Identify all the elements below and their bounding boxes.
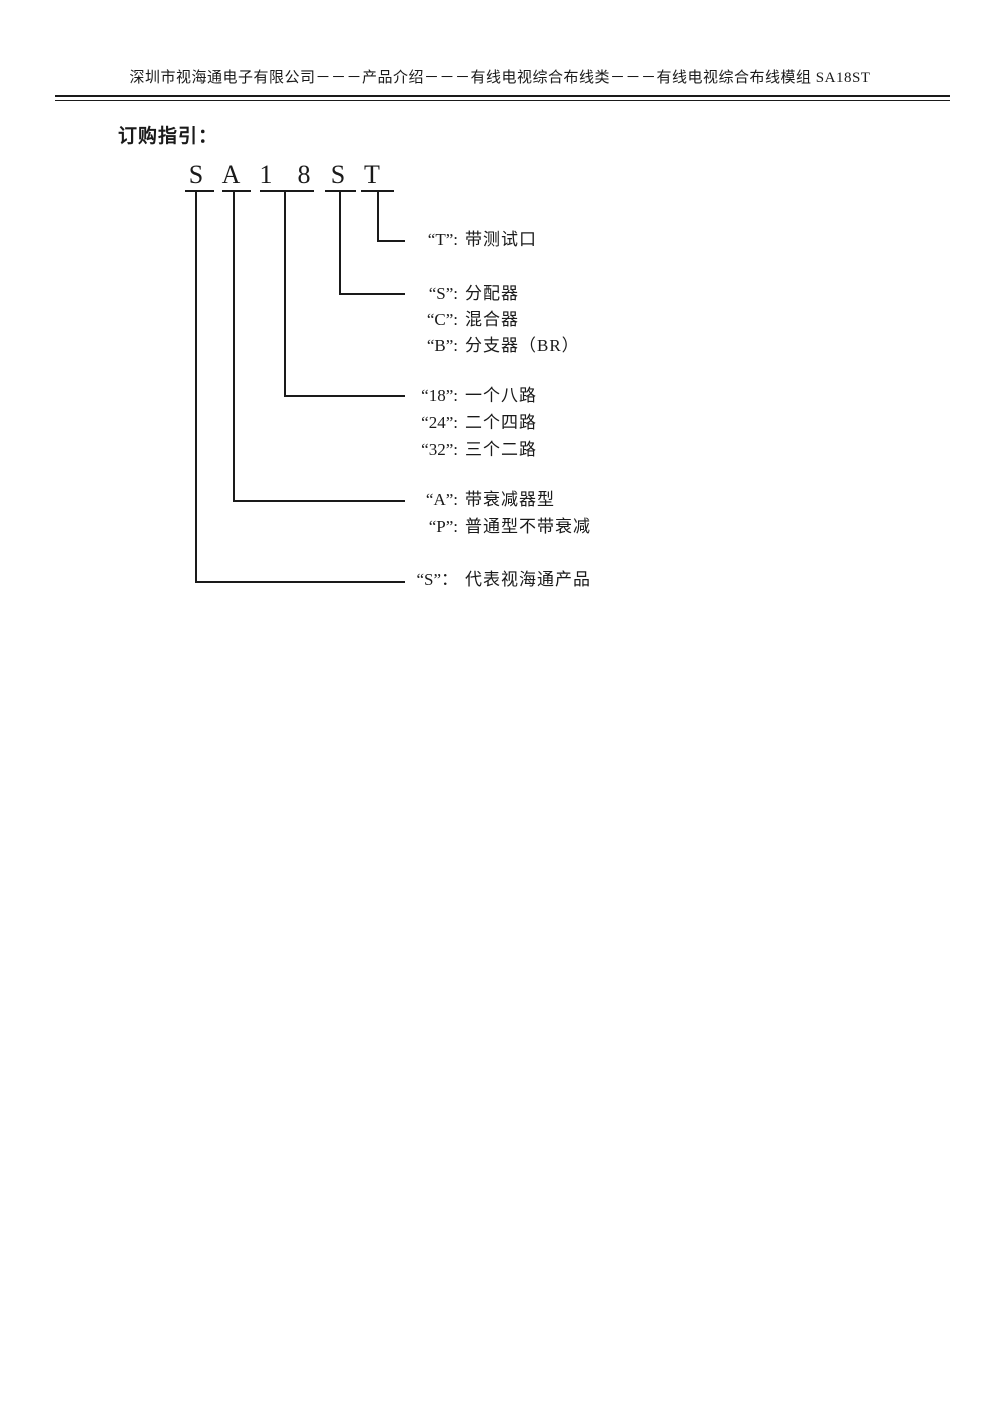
connector-horizontal-a bbox=[233, 500, 405, 502]
legend-desc: 带测试口 bbox=[465, 230, 537, 249]
model-code-diagram: S A 1 8 S T “T”: 带测试口 “S”: 分配器 bbox=[0, 0, 1000, 700]
connector-horizontal-18 bbox=[284, 395, 405, 397]
code-letter-2: A bbox=[221, 160, 241, 189]
legend-key: “B”: bbox=[426, 336, 458, 355]
legend-key: “T”: bbox=[427, 230, 458, 249]
legend-desc: 一个八路 bbox=[465, 386, 537, 405]
section-title: 订购指引： bbox=[118, 126, 219, 147]
code-letter-4: 8 bbox=[297, 160, 311, 189]
connector-vertical-s2 bbox=[339, 190, 341, 295]
legend-row-s: “S”: 分配器 bbox=[398, 283, 738, 305]
legend-key: “P”: bbox=[428, 517, 458, 536]
legend-key: “32”: bbox=[421, 440, 458, 459]
header-rule-thin bbox=[55, 100, 950, 101]
document-header: 深圳市视海通电子有限公司－－－产品介绍－－－有线电视综合布线类－－－有线电视综合… bbox=[0, 66, 1000, 87]
legend-row-18: “18”: 一个八路 bbox=[398, 385, 738, 407]
code-letter-6: T bbox=[364, 160, 380, 189]
legend-desc: 三个二路 bbox=[465, 440, 537, 459]
legend-row-p: “P”: 普通型不带衰减 bbox=[398, 516, 738, 538]
legend-desc: 带衰减器型 bbox=[465, 490, 555, 509]
legend-row-32: “32”: 三个二路 bbox=[398, 439, 738, 461]
code-underline-s1 bbox=[185, 190, 214, 192]
code-letter-3: 1 bbox=[259, 160, 273, 189]
legend-desc: 普通型不带衰减 bbox=[465, 517, 591, 536]
legend-row-a: “A”: 带衰减器型 bbox=[398, 489, 738, 511]
legend-desc: 分支器（BR） bbox=[465, 336, 580, 355]
legend-key: “18”: bbox=[421, 386, 458, 405]
legend-key: “S”: bbox=[428, 284, 458, 303]
code-underline-a bbox=[222, 190, 251, 192]
legend-desc: 代表视海通产品 bbox=[465, 570, 591, 589]
legend-row-b: “B”: 分支器（BR） bbox=[398, 335, 738, 357]
legend-key: “24”: bbox=[421, 413, 458, 432]
code-underline-18 bbox=[260, 190, 314, 192]
legend-key: “A”: bbox=[425, 490, 458, 509]
legend-desc: 混合器 bbox=[465, 310, 519, 329]
connector-vertical-a bbox=[233, 190, 235, 502]
header-text: 深圳市视海通电子有限公司－－－产品介绍－－－有线电视综合布线类－－－有线电视综合… bbox=[129, 70, 871, 86]
connector-vertical-18 bbox=[284, 190, 286, 397]
legend-desc: 分配器 bbox=[465, 284, 519, 303]
legend-row-t: “T”: 带测试口 bbox=[398, 229, 738, 251]
connector-vertical-t bbox=[377, 190, 379, 242]
legend-row-24: “24”: 二个四路 bbox=[398, 412, 738, 434]
legend-row-s-product: “S”： 代表视海通产品 bbox=[398, 569, 738, 591]
header-rule-thick bbox=[55, 95, 950, 97]
legend-desc: 二个四路 bbox=[465, 413, 537, 432]
legend-key: “C”: bbox=[426, 310, 458, 329]
connector-vertical-s1 bbox=[195, 190, 197, 583]
legend-row-c: “C”: 混合器 bbox=[398, 309, 738, 331]
connector-horizontal-t bbox=[377, 240, 405, 242]
legend-key: “S”： bbox=[416, 570, 458, 589]
connector-horizontal-s2 bbox=[339, 293, 405, 295]
connector-horizontal-s1 bbox=[195, 581, 405, 583]
code-letter-5: S bbox=[330, 160, 346, 189]
code-letter-1: S bbox=[188, 160, 204, 189]
